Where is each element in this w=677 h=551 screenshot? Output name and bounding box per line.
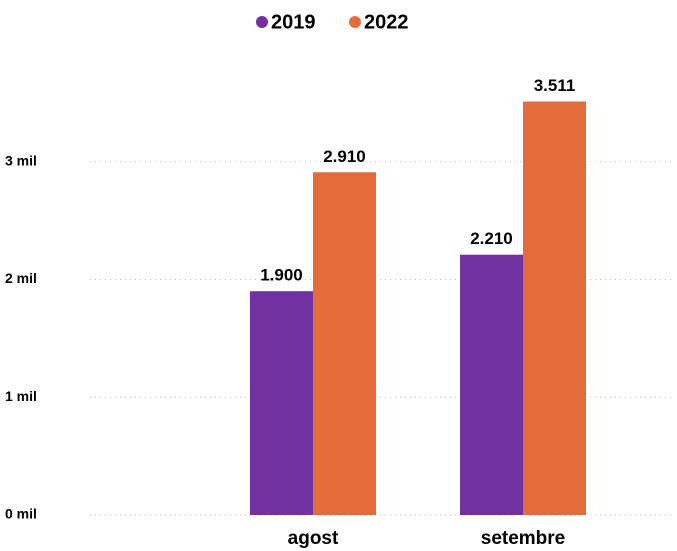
data-label: 2.910	[323, 147, 366, 166]
data-label: 3.511	[534, 76, 576, 95]
bar	[313, 172, 376, 515]
x-tick-label: setembre	[481, 528, 566, 549]
y-tick-label: 2 mil	[5, 270, 37, 286]
y-tick-label: 3 mil	[5, 152, 37, 168]
bar	[460, 254, 523, 515]
y-tick-label: 1 mil	[5, 388, 37, 404]
data-label: 1.900	[260, 266, 303, 285]
data-label: 2.210	[470, 229, 513, 248]
bar	[250, 291, 313, 515]
legend-label: 2022	[364, 11, 409, 33]
bar	[523, 101, 586, 515]
legend-marker	[256, 16, 268, 28]
x-tick-label: agost	[288, 528, 339, 549]
legend-label: 2019	[271, 11, 316, 33]
y-tick-label: 0 mil	[5, 506, 37, 522]
legend-marker	[349, 16, 361, 28]
